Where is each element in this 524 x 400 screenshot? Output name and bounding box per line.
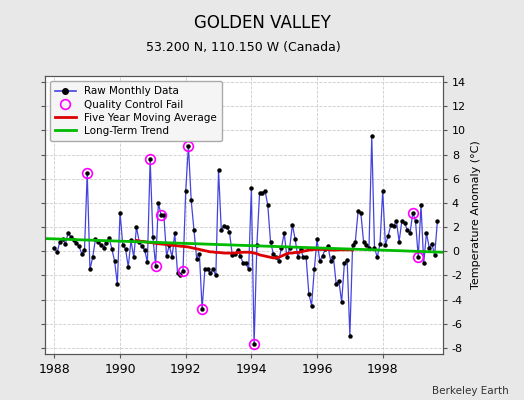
Legend: Raw Monthly Data, Quality Control Fail, Five Year Moving Average, Long-Term Tren: Raw Monthly Data, Quality Control Fail, … bbox=[50, 81, 222, 141]
Y-axis label: Temperature Anomaly (°C): Temperature Anomaly (°C) bbox=[472, 141, 482, 289]
Text: Berkeley Earth: Berkeley Earth bbox=[432, 386, 508, 396]
Text: GOLDEN VALLEY: GOLDEN VALLEY bbox=[193, 14, 331, 32]
Title: 53.200 N, 110.150 W (Canada): 53.200 N, 110.150 W (Canada) bbox=[146, 41, 341, 54]
